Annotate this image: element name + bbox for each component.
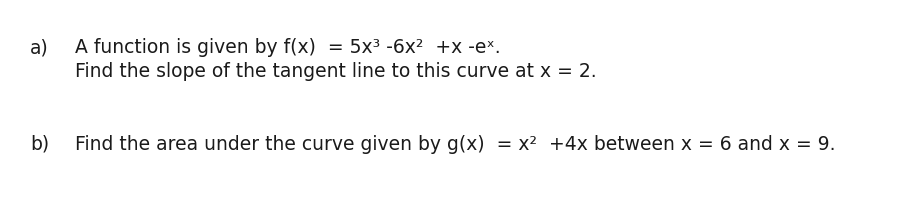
Text: Find the area under the curve given by g(x)  = x²  +4x between x = 6 and x = 9.: Find the area under the curve given by g… (75, 134, 835, 153)
Text: a): a) (30, 38, 49, 57)
Text: Find the slope of the tangent line to this curve at x = 2.: Find the slope of the tangent line to th… (75, 62, 597, 81)
Text: A function is given by f(x)  = 5x³ -6x²  +x -eˣ.: A function is given by f(x) = 5x³ -6x² +… (75, 38, 501, 57)
Text: b): b) (30, 134, 49, 153)
